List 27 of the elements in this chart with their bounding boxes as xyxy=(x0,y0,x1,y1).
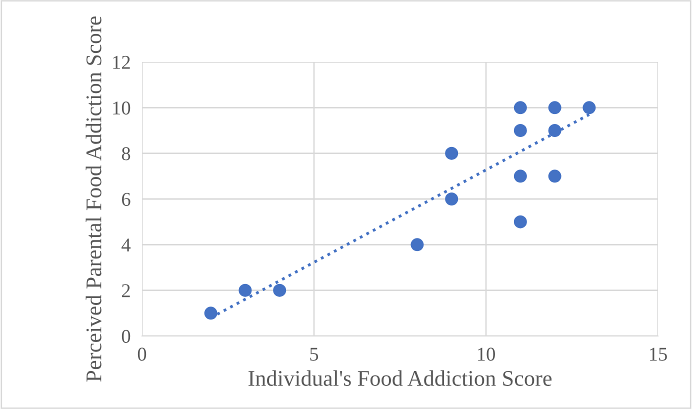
point xyxy=(582,101,596,114)
point xyxy=(514,170,527,183)
y-tick-label: 4 xyxy=(122,238,131,252)
x-tick-label: 10 xyxy=(478,348,495,361)
point xyxy=(548,101,562,114)
point xyxy=(548,170,562,183)
point xyxy=(514,124,527,138)
x-tick-label: 15 xyxy=(650,348,667,361)
point xyxy=(410,238,424,252)
y-tick-label: 10 xyxy=(113,101,130,115)
y-tick-label: 12 xyxy=(113,56,130,69)
x-tick-label: 5 xyxy=(310,348,318,361)
point xyxy=(238,284,252,297)
point xyxy=(445,192,458,206)
y-tick-label: 2 xyxy=(122,284,130,298)
point xyxy=(273,284,286,297)
point xyxy=(548,124,562,138)
point xyxy=(445,146,458,160)
point xyxy=(514,215,527,228)
y-tick-label: 0 xyxy=(122,330,130,343)
y-tick-label: 6 xyxy=(122,192,130,206)
y-tick-label: 8 xyxy=(122,147,130,160)
point xyxy=(204,306,218,320)
x-tick-label: 0 xyxy=(138,348,146,361)
x-axis-title: Individual's Food Addiction Score xyxy=(248,370,552,386)
y-axis-title: Perceived Parental Food Addiction Score xyxy=(86,16,102,382)
point xyxy=(514,101,527,114)
